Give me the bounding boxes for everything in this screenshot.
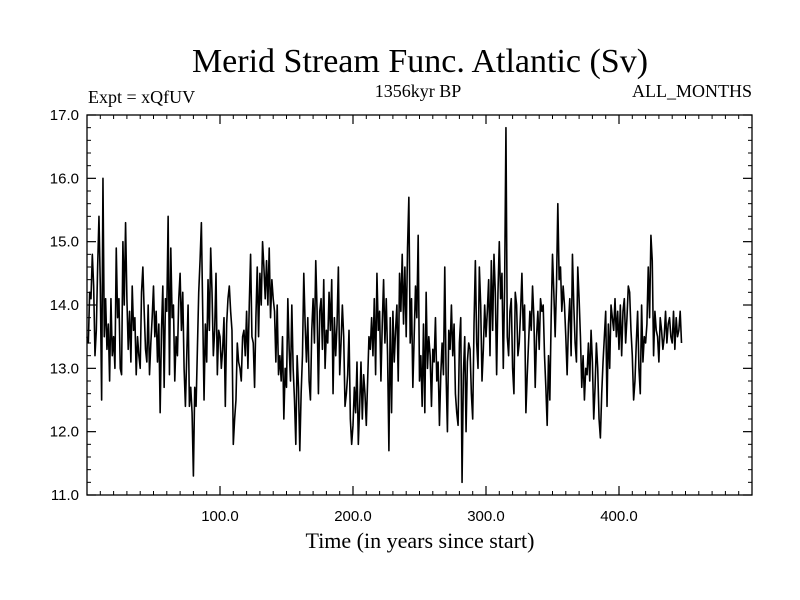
plot-area	[86, 126, 683, 484]
epoch-label: 1356kyr BP	[375, 81, 462, 101]
y-tick-label: 16.0	[50, 170, 79, 187]
y-tick-label: 17.0	[50, 107, 79, 124]
y-tick-label: 14.0	[50, 297, 79, 314]
plot-frame	[86, 114, 753, 496]
y-tick-label: 13.0	[50, 360, 79, 377]
x-tick-label: 300.0	[467, 508, 505, 525]
series-line	[86, 126, 683, 484]
x-tick-label: 400.0	[600, 508, 638, 525]
experiment-label: Expt = xQfUV	[88, 87, 195, 107]
y-tick-label: 12.0	[50, 424, 79, 441]
x-tick-label: 100.0	[201, 508, 239, 525]
x-axis-label: Time (in years since start)	[306, 528, 535, 553]
y-tick-label: 15.0	[50, 234, 79, 251]
y-axis: 11.0 12.0 13.0 14.0 15.0 16.0 17.0	[50, 107, 752, 504]
y-tick-label: 11.0	[51, 487, 79, 504]
x-tick-label: 200.0	[334, 508, 372, 525]
months-label: ALL_MONTHS	[632, 81, 752, 101]
x-axis: 100.0 200.0 300.0 400.0	[99, 115, 740, 525]
chart-title: Merid Stream Func. Atlantic (Sv)	[192, 43, 648, 80]
